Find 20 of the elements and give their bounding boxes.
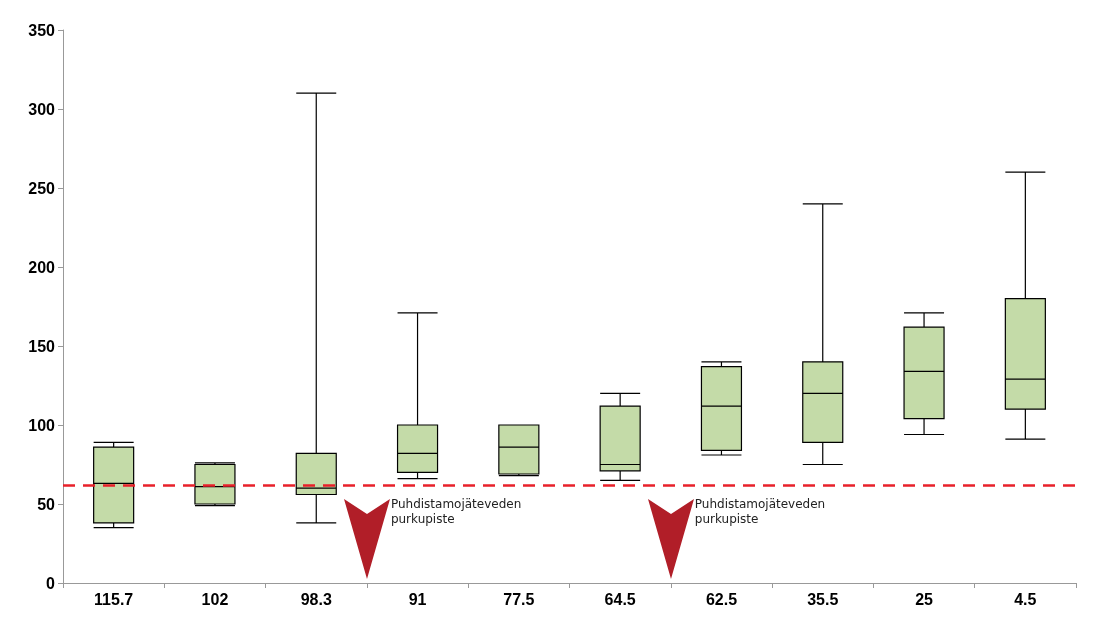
y-tick-label: 50 [37, 495, 56, 513]
y-tick-label: 350 [28, 21, 56, 39]
x-tick-label: 98.3 [300, 590, 332, 608]
y-tick-label: 100 [28, 416, 56, 434]
annotation: Puhdistamojäteveden purkupiste [694, 497, 826, 527]
x-tick-label: 4.5 [1014, 590, 1037, 608]
x-tick-label: 115.7 [94, 590, 134, 608]
annotation: Puhdistamojäteveden purkupiste [390, 497, 522, 527]
x-tick-label: 91 [408, 590, 427, 608]
x-tick-label: 25 [915, 590, 934, 608]
x-tick-label: 35.5 [807, 590, 839, 608]
y-tick-label: 150 [28, 337, 56, 355]
y-tick-label: 200 [28, 258, 56, 276]
x-tick-label: 77.5 [503, 590, 535, 608]
y-tick-label: 0 [46, 574, 56, 592]
x-tick-label: 64.5 [604, 590, 636, 608]
x-tick-label: 102 [201, 590, 229, 608]
y-tick-label: 250 [28, 179, 56, 197]
x-tick-label: 62.5 [705, 590, 738, 608]
y-tick-label: 300 [28, 100, 56, 118]
